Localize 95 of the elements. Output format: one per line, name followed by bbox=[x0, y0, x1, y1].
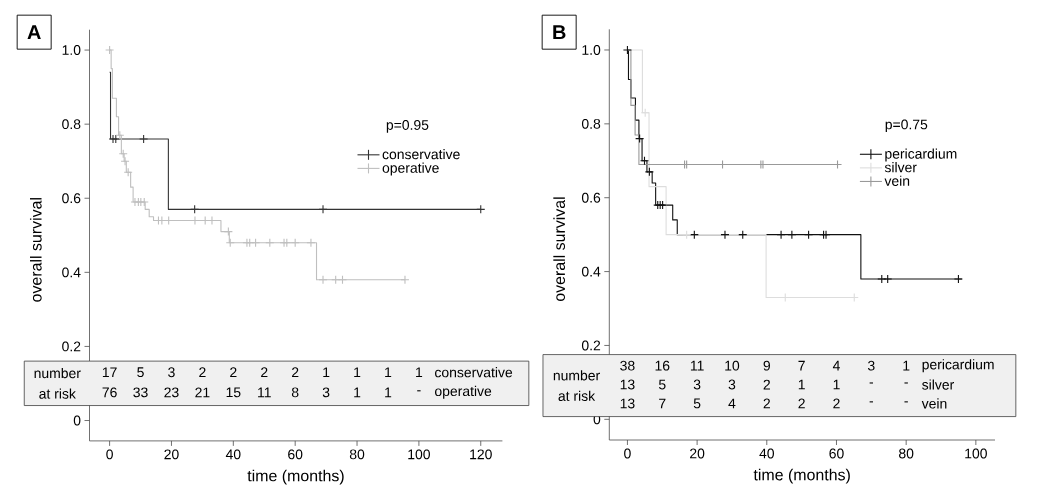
annotation: 11 bbox=[690, 360, 704, 371]
y-tick-label: 1.0 bbox=[582, 45, 601, 55]
annotation: 17 bbox=[102, 367, 117, 378]
annotation: 10 bbox=[725, 360, 740, 371]
x-tick-label: 60 bbox=[288, 449, 303, 460]
text: at risk bbox=[39, 388, 76, 399]
annotation: 3 bbox=[867, 360, 875, 371]
y-tick-label: 0.8 bbox=[62, 119, 81, 130]
x-tick-label: 0 bbox=[624, 448, 631, 459]
annotation: 1 bbox=[416, 367, 423, 378]
annotation: 2 bbox=[798, 398, 805, 409]
annotation: conservative bbox=[435, 367, 513, 378]
y-axis-title: overall survival bbox=[553, 197, 566, 302]
annotation: 1 bbox=[323, 367, 330, 378]
x-tick-label: 20 bbox=[690, 448, 705, 459]
x-axis-title: time (months) bbox=[247, 469, 344, 485]
annotation: 2 bbox=[230, 367, 237, 378]
annotation: 23 bbox=[164, 387, 179, 398]
annotation: 11 bbox=[258, 387, 271, 398]
annotation: p=0.95 bbox=[386, 120, 429, 133]
y-tick-label: 0.2 bbox=[62, 341, 81, 352]
text: at risk bbox=[558, 390, 596, 401]
annotation: 2 bbox=[763, 379, 770, 390]
annotation: - bbox=[869, 401, 874, 403]
annotation: 16 bbox=[655, 360, 670, 371]
annotation: 1 bbox=[903, 360, 910, 371]
annotation: 4 bbox=[728, 398, 736, 409]
annotation: - bbox=[904, 401, 908, 403]
legend-label: conservative bbox=[382, 149, 460, 160]
annotation: 2 bbox=[292, 367, 299, 378]
annotation: 1 bbox=[385, 367, 392, 378]
annotation: vein bbox=[921, 398, 947, 409]
x-tick-label: 80 bbox=[349, 449, 365, 460]
y-tick-label: 0.8 bbox=[581, 118, 601, 129]
x-axis-title: time (months) bbox=[753, 468, 850, 484]
annotation: - bbox=[869, 382, 874, 384]
annotation: 2 bbox=[261, 367, 268, 378]
x-tick-label: 100 bbox=[965, 448, 987, 459]
annotation: 3 bbox=[168, 367, 175, 378]
y-tick-label: 0.6 bbox=[581, 192, 601, 203]
chart-title: A bbox=[27, 25, 41, 40]
annotation: 7 bbox=[659, 398, 666, 409]
annotation: 76 bbox=[102, 387, 117, 398]
legend-label: pericardium bbox=[885, 148, 957, 162]
annotation: 3 bbox=[693, 379, 701, 390]
annotation: 1 bbox=[798, 379, 805, 390]
chart-title: B bbox=[553, 25, 566, 40]
annotation: 1 bbox=[354, 367, 361, 378]
annotation: operative bbox=[435, 385, 492, 399]
annotation: 1 bbox=[385, 387, 392, 398]
annotation: - bbox=[904, 382, 908, 384]
text: number bbox=[553, 370, 600, 381]
annotation: 5 bbox=[693, 398, 701, 409]
annotation: 13 bbox=[620, 379, 635, 390]
y-tick-label: 0.4 bbox=[581, 266, 601, 277]
legend-label: vein bbox=[884, 175, 910, 186]
annotation: 38 bbox=[620, 360, 635, 371]
y-axis-title: overall survival bbox=[29, 198, 42, 302]
x-tick-label: 40 bbox=[759, 448, 775, 459]
annotation: 1 bbox=[354, 387, 361, 398]
x-tick-label: 0 bbox=[106, 449, 113, 460]
annotation: 1 bbox=[833, 379, 840, 390]
annotation: 2 bbox=[833, 398, 840, 409]
x-tick-label: 80 bbox=[899, 448, 914, 459]
text: number bbox=[34, 367, 81, 379]
annotation: silver bbox=[922, 379, 954, 390]
annotation: pericardium bbox=[922, 359, 994, 373]
annotation: 3 bbox=[322, 387, 330, 398]
annotation: 8 bbox=[291, 387, 299, 398]
x-tick-label: 40 bbox=[225, 449, 241, 460]
legend-label: operative bbox=[382, 162, 439, 176]
x-tick-label: 100 bbox=[408, 449, 430, 460]
annotation: 4 bbox=[832, 360, 840, 371]
annotation: 13 bbox=[620, 398, 635, 409]
y-tick-label: 0 bbox=[73, 415, 81, 426]
y-tick-label: 0.2 bbox=[581, 340, 601, 351]
annotation: 2 bbox=[199, 367, 206, 378]
annotation: 7 bbox=[798, 360, 805, 371]
annotation: p=0.75 bbox=[885, 119, 928, 133]
legend-label: silver bbox=[884, 162, 917, 173]
annotation: 3 bbox=[728, 379, 736, 390]
annotation: 21 bbox=[195, 387, 210, 398]
annotation: 33 bbox=[133, 387, 148, 398]
annotation: 5 bbox=[137, 367, 144, 378]
x-tick-label: 20 bbox=[164, 449, 179, 460]
annotation: - bbox=[417, 390, 421, 392]
y-tick-label: 0.6 bbox=[62, 193, 81, 204]
y-tick-label: 0.4 bbox=[62, 267, 81, 278]
annotation: 9 bbox=[763, 360, 771, 371]
x-tick-label: 60 bbox=[829, 448, 844, 459]
y-tick-label: 1.0 bbox=[62, 45, 81, 56]
annotation: 2 bbox=[763, 398, 770, 409]
annotation: 15 bbox=[226, 387, 241, 398]
annotation: 5 bbox=[658, 379, 666, 390]
x-tick-label: 120 bbox=[470, 449, 492, 460]
